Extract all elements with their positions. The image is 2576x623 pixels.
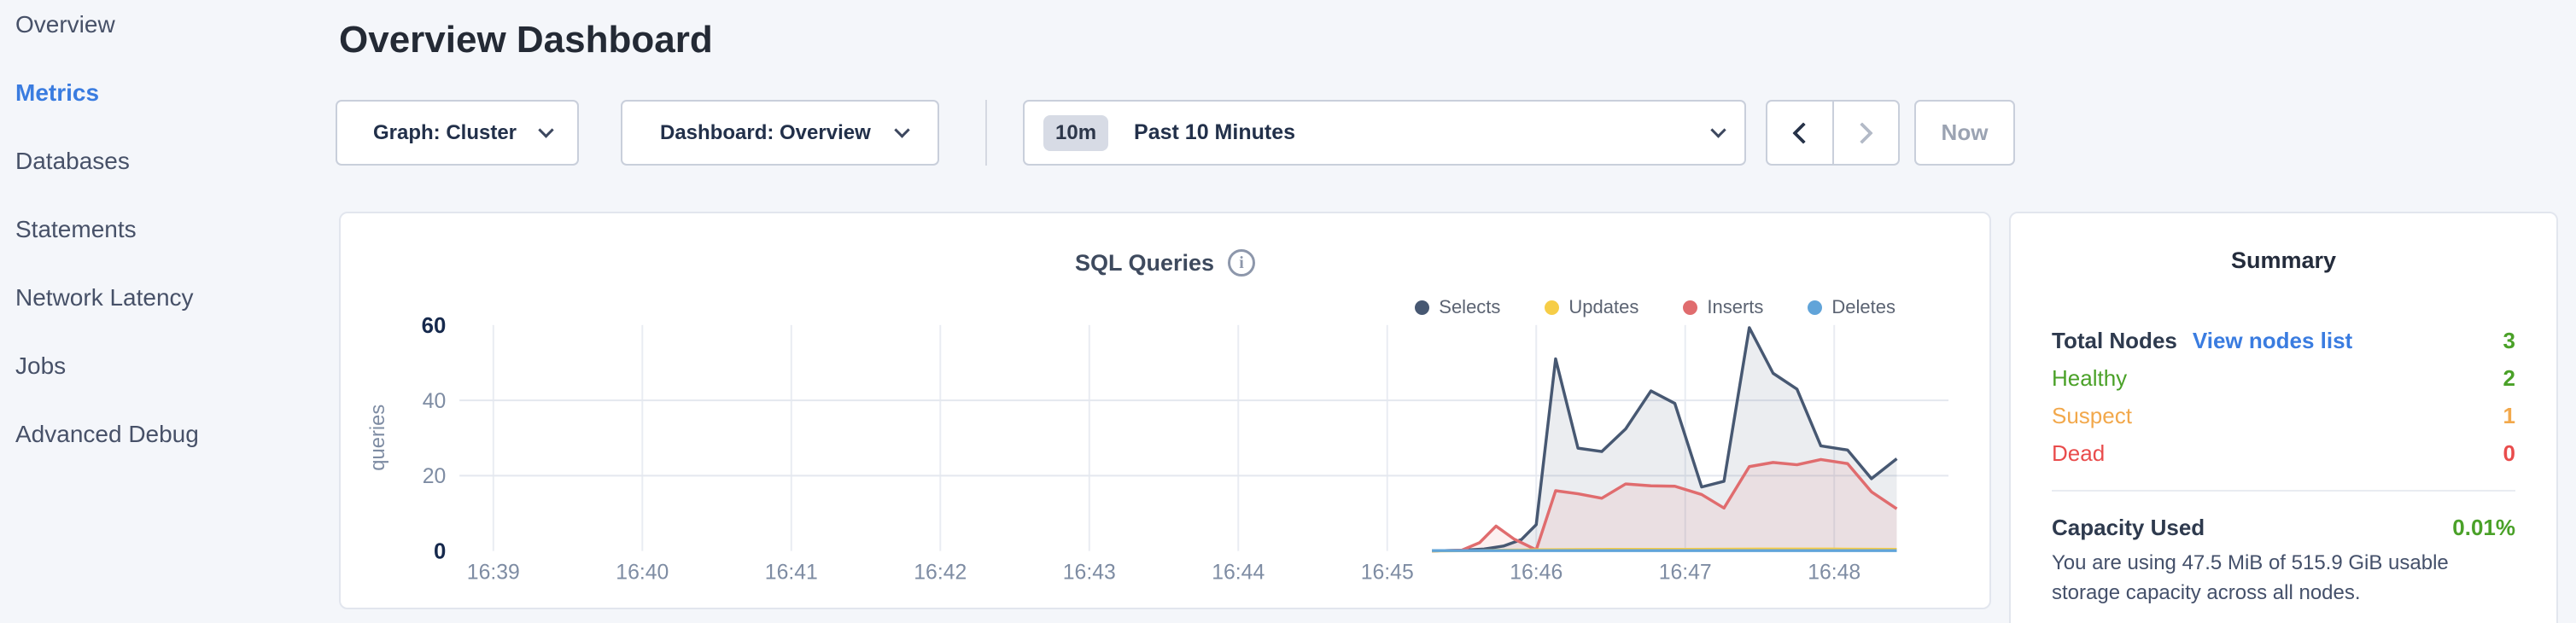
view-nodes-list-link[interactable]: View nodes list (2192, 327, 2353, 353)
chevron-down-icon (538, 122, 554, 138)
time-range-badge: 10m (1043, 114, 1109, 151)
svg-text:16:43: 16:43 (1063, 561, 1116, 584)
sidebar-item-metrics[interactable]: Metrics (15, 79, 100, 106)
legend-item-inserts: Inserts (1683, 296, 1763, 318)
sidebar-item-overview[interactable]: Overview (15, 11, 115, 38)
dead-nodes-row: Dead 0 (2052, 438, 2515, 469)
sidebar-item-advanced-debug[interactable]: Advanced Debug (15, 421, 199, 447)
dashboard-dropdown[interactable]: Dashboard: Overview (621, 100, 939, 166)
capacity-used-value: 0.01% (2452, 514, 2515, 540)
legend-dot-icon (1545, 300, 1560, 315)
svg-text:queries: queries (366, 405, 389, 471)
suspect-nodes-row: Suspect 1 (2052, 400, 2515, 431)
chevron-down-icon (1710, 122, 1726, 138)
svg-text:16:40: 16:40 (616, 561, 669, 584)
legend-item-updates: Updates (1545, 296, 1638, 318)
svg-text:40: 40 (423, 390, 447, 413)
suspect-value: 1 (2503, 402, 2515, 428)
sql-queries-plot: 16:39 16:40 16:41 16:42 16:43 16:44 16:45 16:46… (366, 314, 1949, 584)
total-nodes-row: Total Nodes View nodes list 3 (2052, 325, 2515, 356)
capacity-used-row: Capacity Used 0.01% (2052, 512, 2515, 543)
legend-dot-icon (1808, 300, 1823, 315)
legend-label: Selects (1439, 296, 1501, 317)
page-title: Overview Dashboard (339, 19, 713, 61)
suspect-label: Suspect (2052, 402, 2132, 428)
graph-scope-label: Graph: Cluster (373, 120, 517, 144)
dashboard-label: Dashboard: Overview (660, 120, 871, 144)
svg-text:16:48: 16:48 (1808, 561, 1860, 584)
chevron-down-icon (894, 122, 910, 138)
chart-legend: Selects Updates Inserts Deletes (1415, 296, 1895, 318)
capacity-used-label: Capacity Used (2052, 514, 2205, 540)
sidebar-item-network-latency[interactable]: Network Latency (15, 284, 194, 311)
summary-panel: Summary Total Nodes View nodes list 3 He… (2009, 212, 2558, 623)
legend-dot-icon (1683, 300, 1698, 315)
legend-label: Inserts (1707, 296, 1764, 317)
chevron-left-icon (1792, 121, 1814, 144)
legend-label: Updates (1568, 296, 1639, 317)
svg-text:16:47: 16:47 (1659, 561, 1712, 584)
sql-queries-chart-card: SQL Queries i Selects Updates Inserts Delet… (339, 212, 1991, 609)
healthy-nodes-row: Healthy 2 (2052, 363, 2515, 393)
legend-item-selects: Selects (1415, 296, 1500, 318)
svg-text:60: 60 (422, 314, 447, 338)
controls-divider (985, 100, 987, 166)
capacity-description: You are using 47.5 MiB of 515.9 GiB usab… (2052, 551, 2449, 604)
time-prev-button[interactable] (1767, 102, 1832, 164)
graph-scope-dropdown[interactable]: Graph: Cluster (336, 100, 579, 166)
sidebar-item-databases[interactable]: Databases (15, 148, 130, 174)
healthy-value: 2 (2503, 364, 2515, 391)
time-next-button[interactable] (1831, 102, 1899, 164)
svg-text:0: 0 (434, 539, 446, 563)
total-nodes-label: Total Nodes (2052, 327, 2177, 353)
svg-text:16:39: 16:39 (467, 561, 520, 584)
svg-text:16:45: 16:45 (1361, 561, 1414, 584)
chevron-right-icon (1851, 121, 1873, 144)
legend-dot-icon (1415, 300, 1430, 315)
sidebar: Overview Metrics Databases Statements Ne… (0, 0, 337, 623)
now-button[interactable]: Now (1914, 100, 2015, 166)
summary-title: Summary (2230, 247, 2337, 273)
legend-label: Deletes (1831, 296, 1895, 317)
time-window-stepper (1766, 100, 1900, 166)
legend-item-deletes: Deletes (1808, 296, 1895, 318)
time-range-dropdown[interactable]: 10m Past 10 Minutes (1023, 100, 1746, 166)
now-button-label: Now (1941, 119, 1989, 145)
svg-text:20: 20 (423, 465, 447, 488)
dead-value: 0 (2503, 440, 2515, 466)
sidebar-item-jobs[interactable]: Jobs (15, 352, 67, 379)
time-range-label: Past 10 Minutes (1134, 120, 1295, 144)
svg-text:16:46: 16:46 (1510, 561, 1563, 584)
svg-text:16:44: 16:44 (1212, 561, 1265, 584)
svg-text:16:42: 16:42 (914, 561, 967, 584)
dead-label: Dead (2052, 440, 2106, 466)
svg-text:16:41: 16:41 (765, 561, 818, 584)
sidebar-item-statements[interactable]: Statements (15, 216, 137, 242)
chart-title: SQL Queries (1074, 249, 1215, 276)
total-nodes-value: 3 (2503, 327, 2515, 353)
healthy-label: Healthy (2052, 364, 2128, 391)
info-icon[interactable]: i (1228, 249, 1256, 277)
summary-divider (2052, 490, 2515, 492)
